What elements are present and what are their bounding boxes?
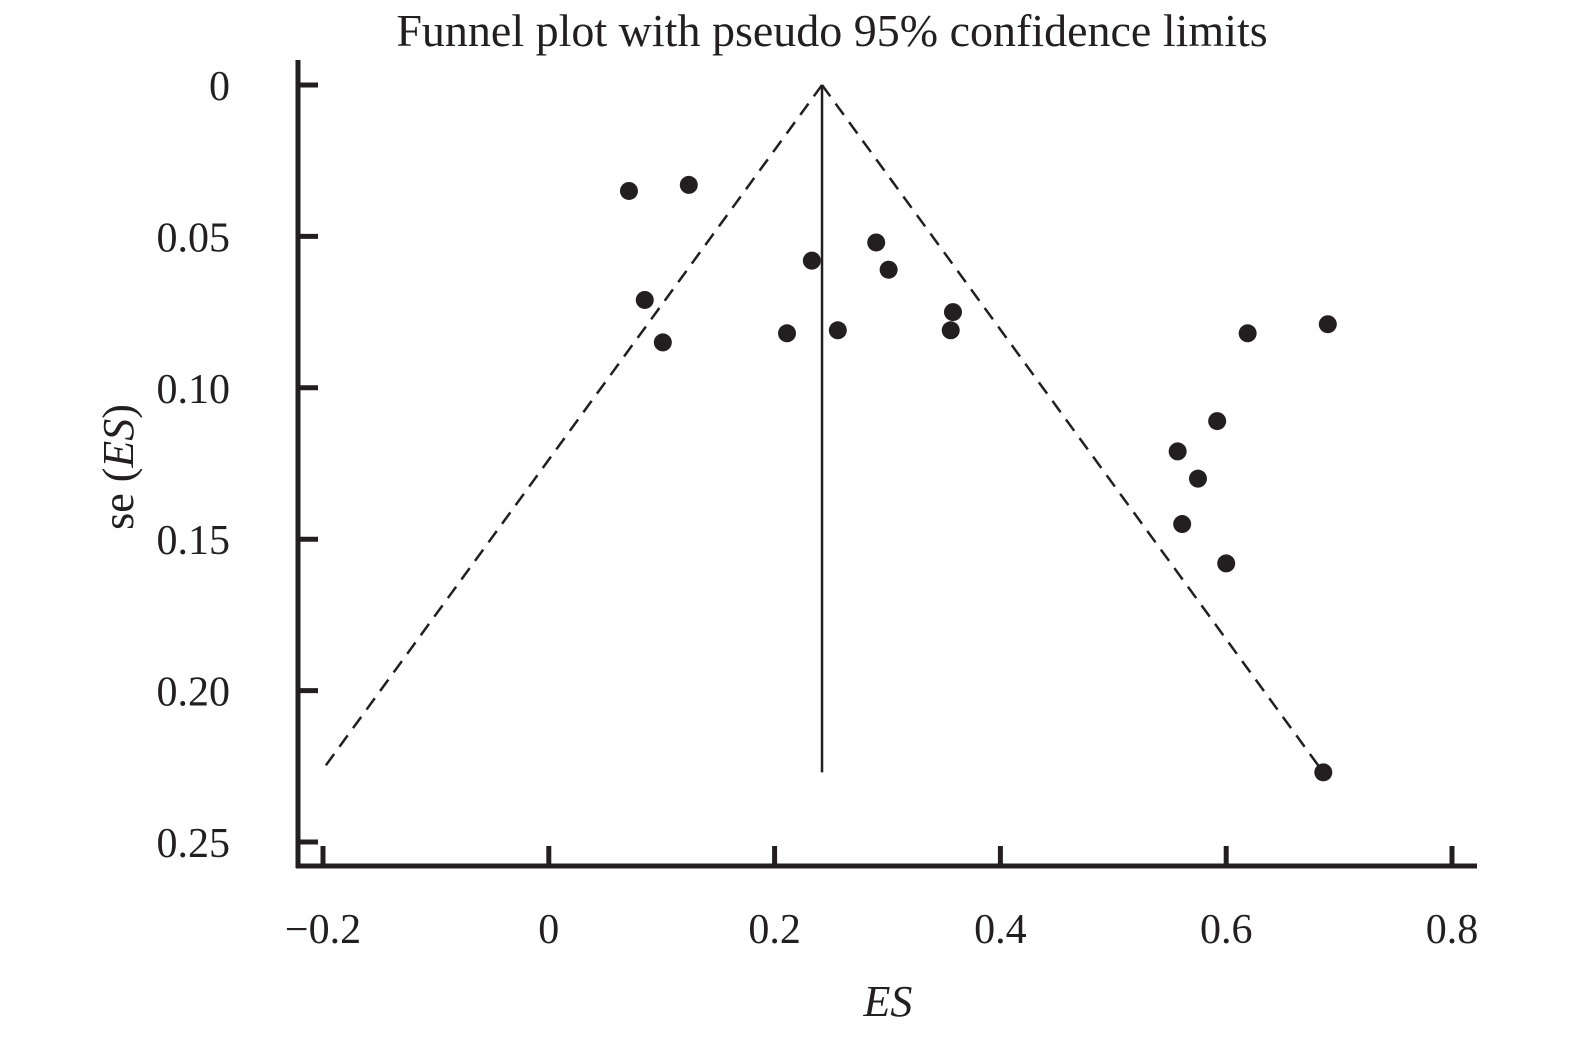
- y-tick-label: 0: [209, 64, 230, 110]
- data-point: [879, 260, 898, 279]
- x-tick-label: −0.2: [285, 907, 361, 953]
- y-tick-label: 0.20: [157, 670, 231, 716]
- y-tick-label: 0.25: [157, 821, 231, 867]
- data-point: [1168, 442, 1187, 461]
- data-point: [1314, 763, 1333, 782]
- x-axis-label: ES: [863, 977, 913, 1026]
- funnel-left-limit: [319, 84, 824, 774]
- data-point: [679, 175, 698, 194]
- data-point: [1318, 315, 1337, 334]
- y-axis-label-prefix: se (: [94, 468, 143, 530]
- data-point: [943, 303, 962, 322]
- data-point: [1208, 412, 1227, 431]
- x-tick-label: 0.2: [748, 907, 801, 953]
- y-tick-label: 0.05: [157, 215, 231, 261]
- y-axis-label-suffix: ): [94, 404, 143, 419]
- y-tick-label: 0.10: [157, 367, 231, 413]
- data-point: [1238, 324, 1257, 343]
- data-point: [619, 181, 638, 200]
- x-tick-label: 0: [538, 907, 559, 953]
- data-point: [1217, 554, 1236, 573]
- axes: [295, 60, 1477, 869]
- funnel-right-limit: [821, 84, 1325, 774]
- x-tick-label: 0.8: [1426, 907, 1479, 953]
- y-axis-label: se (ES): [94, 404, 143, 530]
- funnel-lines: [319, 84, 1325, 774]
- chart-title: Funnel plot with pseudo 95% confidence l…: [396, 5, 1267, 56]
- x-tick-label: 0.6: [1200, 907, 1253, 953]
- data-point: [635, 290, 654, 309]
- x-tick-label: 0.4: [974, 907, 1027, 953]
- y-axis-label-italic: ES: [94, 419, 143, 469]
- data-point: [941, 321, 960, 340]
- data-point: [828, 321, 847, 340]
- data-point: [1173, 515, 1192, 534]
- data-point: [778, 324, 797, 343]
- data-point: [802, 251, 821, 270]
- data-point: [653, 333, 672, 352]
- data-point: [1188, 469, 1207, 488]
- x-axis-ticks: −0.2 0 0.2 0.4 0.6 0.8: [285, 846, 1478, 953]
- y-axis-ticks: 0 0.05 0.10 0.15 0.20 0.25: [157, 64, 318, 867]
- data-point: [867, 233, 886, 252]
- data-points: [619, 175, 1337, 782]
- y-tick-label: 0.15: [157, 518, 231, 564]
